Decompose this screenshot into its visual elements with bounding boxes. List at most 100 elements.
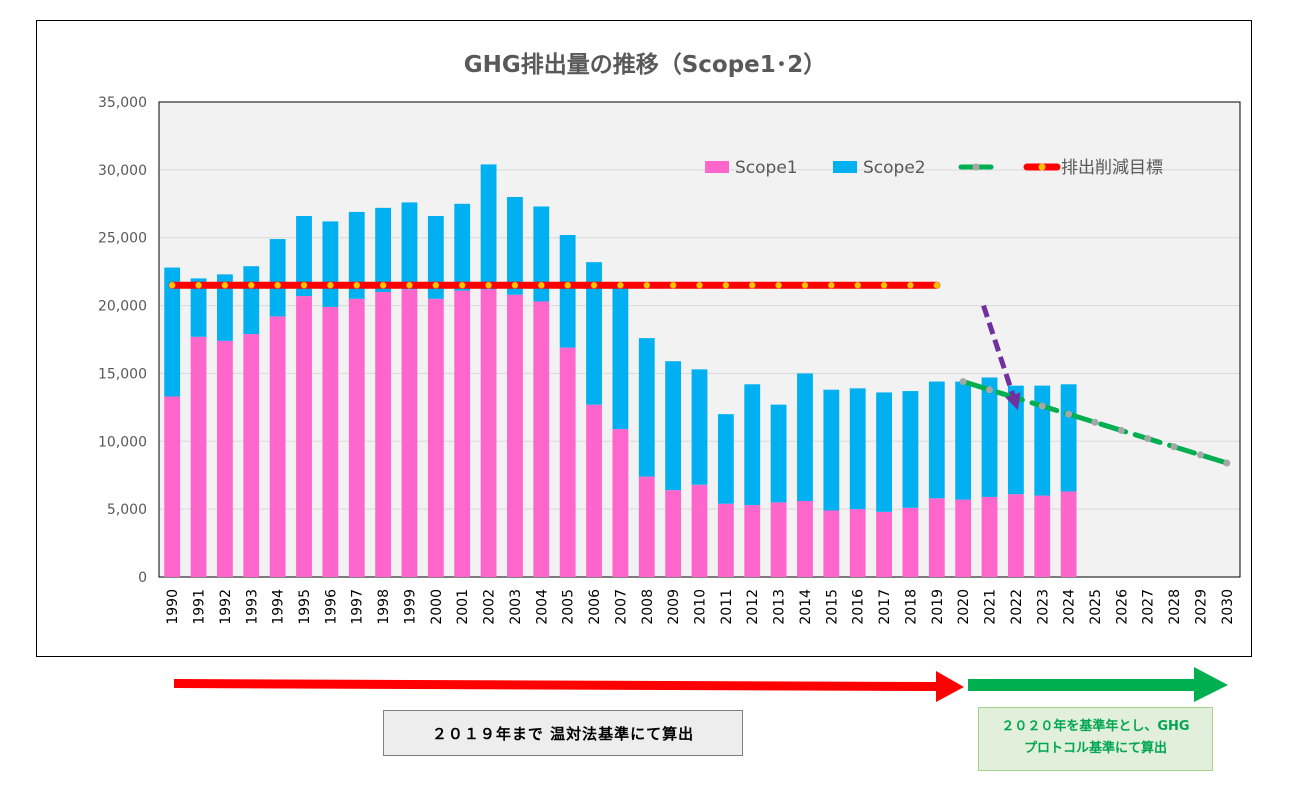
trend-marker [1091,418,1099,426]
note-from-2020-line1: ２０２０年を基準年とし、GHG [1001,719,1190,734]
bar-scope2 [348,211,365,299]
target-marker [854,282,861,289]
bar-scope1 [164,396,181,577]
bar-scope2 [269,239,286,317]
note-from-2020: ２０２０年を基準年とし、GHG プロトコル基準にて算出 [978,707,1213,771]
chart-title: GHG排出量の推移（Scope1･2） [464,51,827,78]
x-tick-label: 2028 [1167,589,1183,625]
bar-scope1 [427,298,444,577]
x-tick-label: 1998 [376,589,392,625]
bar-scope1 [454,290,471,577]
target-marker [406,282,413,289]
target-marker [617,282,624,289]
bar-scope1 [770,502,787,577]
target-marker [485,282,492,289]
bar-scope2 [480,164,497,290]
trend-marker [1038,402,1046,410]
target-marker [749,282,756,289]
x-tick-label: 1996 [323,589,339,625]
target-marker [221,282,229,289]
x-tick-label: 2016 [851,589,867,625]
x-tick-label: 2022 [1009,589,1025,625]
bar-scope1 [533,301,550,577]
bar-scope1 [1034,495,1051,577]
legend-marker [1038,163,1046,171]
bar-scope2 [797,373,813,501]
target-marker [432,282,440,289]
bar-scope2 [243,266,260,335]
bar-scope1 [797,501,813,577]
bar-scope2 [454,203,471,291]
trend-marker [1170,443,1178,451]
bar-scope2 [1007,385,1024,495]
bar-scope1 [243,334,260,577]
target-marker [195,282,202,289]
y-tick-label: 5,000 [107,502,147,518]
bar-scope2 [665,361,682,491]
x-tick-label: 2000 [429,589,445,625]
x-tick-label: 2009 [666,589,682,625]
target-marker [538,282,545,289]
target-marker [643,282,650,289]
x-tick-label: 2003 [508,589,524,625]
x-tick-label: 2025 [1088,589,1104,625]
bar-scope2 [164,267,181,397]
bar-scope1 [269,316,286,577]
trend-marker [959,378,967,386]
bar-scope1 [401,289,418,577]
bar-scope1 [665,490,682,577]
target-marker [722,282,730,289]
x-tick-label: 2002 [482,589,498,625]
target-marker [933,282,940,289]
x-tick-label: 2018 [903,589,919,625]
legend-label: Scope2 [863,158,926,178]
bar-scope2 [586,262,602,405]
target-marker [353,282,360,289]
bar-scope1 [586,404,602,577]
bar-scope1 [638,476,655,577]
trend-line [960,379,1230,466]
x-tick-label: 2012 [745,589,761,625]
x-tick-label: 2017 [877,589,893,625]
bar-scope2 [691,369,708,485]
bar-scope1 [612,429,629,577]
bar-scope1 [480,289,497,577]
bar-scope1 [375,292,392,577]
x-tick-label: 2001 [455,589,471,625]
target-marker [696,282,703,289]
bar-scope1 [348,298,365,577]
bar-scope1 [902,507,919,577]
bar-scope2 [928,381,945,499]
y-tick-label: 0 [138,570,147,586]
legend-marker [972,163,980,171]
trend-marker [1196,451,1204,459]
x-tick-label: 2013 [772,589,788,625]
x-tick-label: 1990 [165,589,181,625]
x-tick-label: 1997 [350,589,366,625]
legend-label: Scope1 [735,158,798,178]
bar-scope2 [190,278,207,337]
trend-marker [1223,459,1231,467]
bar-scope2 [401,202,418,290]
note-before-2019: ２０１９年まで 温対法基準にて算出 [383,710,743,756]
x-tick-label: 2015 [824,589,840,625]
annotation-arrow-head [1005,392,1021,411]
bar-scope1 [823,510,840,577]
bar-scope1 [744,505,761,577]
y-tick-label: 20,000 [98,299,147,315]
x-tick-label: 2011 [719,589,735,625]
bar-scope1 [296,296,312,577]
bar-scope2 [981,377,998,497]
target-marker [907,282,914,289]
x-tick-label: 2014 [798,589,814,625]
note-from-2020-line2: プロトコル基準にて算出 [1023,741,1167,756]
x-tick-label: 2030 [1220,589,1236,625]
target-marker [248,282,255,289]
bar-scope1 [217,340,233,577]
x-tick-label: 2027 [1141,589,1157,625]
x-tick-label: 2019 [930,589,946,625]
period-arrow-red [174,671,964,702]
bar-scope2 [823,389,840,511]
bar-scope2 [770,404,787,503]
target-marker [300,282,308,289]
